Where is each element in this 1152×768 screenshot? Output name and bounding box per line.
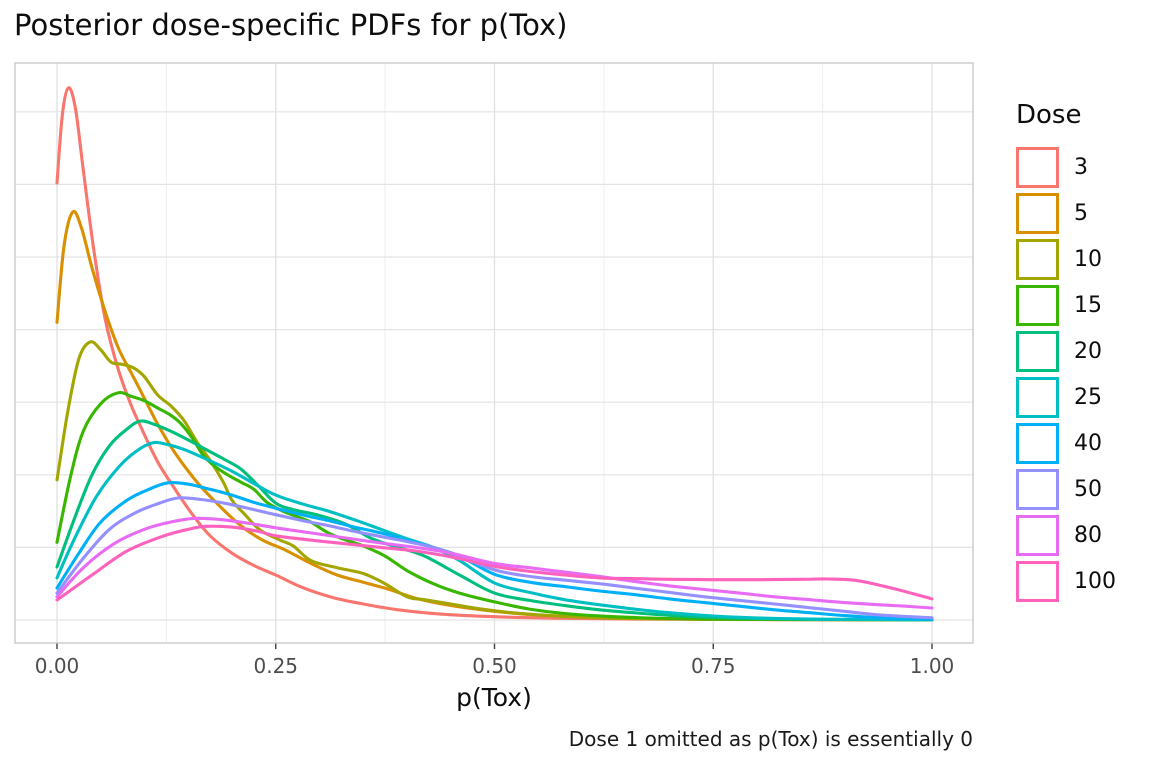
legend-item-dose-25: 25 xyxy=(1016,377,1116,418)
legend-key-swatch xyxy=(1016,377,1059,418)
density-curve-dose-25 xyxy=(55,440,934,622)
density-curve-dose-80 xyxy=(55,516,934,610)
legend-label: 20 xyxy=(1074,339,1102,364)
legend-key-swatch xyxy=(1016,423,1059,464)
density-curve-dose-3 xyxy=(55,86,934,622)
x-tick-label-0.75: 0.75 xyxy=(690,654,736,678)
legend-key-swatch xyxy=(1016,469,1059,510)
legend-title: Dose xyxy=(1016,100,1082,130)
caption: Dose 1 omitted as p(Tox) is essentially … xyxy=(568,727,973,751)
density-curve-dose-50 xyxy=(55,496,934,620)
density-curve-dose-100 xyxy=(55,524,934,602)
legend-key-swatch xyxy=(1016,515,1059,556)
x-axis-title: p(Tox) xyxy=(456,683,532,712)
legend-label: 50 xyxy=(1074,477,1102,502)
density-curve-dose-20 xyxy=(55,419,934,622)
density-curves xyxy=(55,86,934,622)
legend-item-dose-50: 50 xyxy=(1016,469,1116,510)
legend-item-dose-20: 20 xyxy=(1016,331,1116,372)
panel-border xyxy=(14,62,974,644)
legend-item-dose-10: 10 xyxy=(1016,239,1116,280)
legend-key-swatch xyxy=(1016,561,1059,602)
legend-item-dose-3: 3 xyxy=(1016,147,1116,188)
legend: Dose 3 5 10 15 20 25 40 50 80 100 xyxy=(1016,100,1116,607)
x-tick-label-0.00: 0.00 xyxy=(34,654,80,678)
legend-key-swatch xyxy=(1016,285,1059,326)
legend-item-dose-40: 40 xyxy=(1016,423,1116,464)
legend-item-dose-100: 100 xyxy=(1016,561,1116,602)
legend-item-dose-5: 5 xyxy=(1016,193,1116,234)
legend-label: 15 xyxy=(1074,293,1102,318)
legend-label: 100 xyxy=(1074,569,1116,594)
legend-label: 40 xyxy=(1074,431,1102,456)
x-tick-label-0.25: 0.25 xyxy=(253,654,299,678)
legend-label: 3 xyxy=(1074,155,1088,180)
x-tick-label-1.00: 1.00 xyxy=(909,654,955,678)
legend-key-swatch xyxy=(1016,239,1059,280)
legend-label: 5 xyxy=(1074,201,1088,226)
gridlines xyxy=(15,63,973,643)
x-axis-tick-marks xyxy=(56,643,933,649)
legend-item-dose-15: 15 xyxy=(1016,285,1116,326)
legend-item-dose-80: 80 xyxy=(1016,515,1116,556)
legend-label: 10 xyxy=(1074,247,1102,272)
legend-label: 80 xyxy=(1074,523,1102,548)
legend-items: 3 5 10 15 20 25 40 50 80 100 xyxy=(1016,147,1116,602)
legend-key-swatch xyxy=(1016,193,1059,234)
density-curve-dose-10 xyxy=(55,340,934,622)
legend-key-swatch xyxy=(1016,331,1059,372)
x-tick-label-0.50: 0.50 xyxy=(472,654,517,678)
legend-label: 25 xyxy=(1074,385,1102,410)
legend-key-swatch xyxy=(1016,147,1059,188)
plot-title: Posterior dose-specific PDFs for p(Tox) xyxy=(14,8,568,42)
